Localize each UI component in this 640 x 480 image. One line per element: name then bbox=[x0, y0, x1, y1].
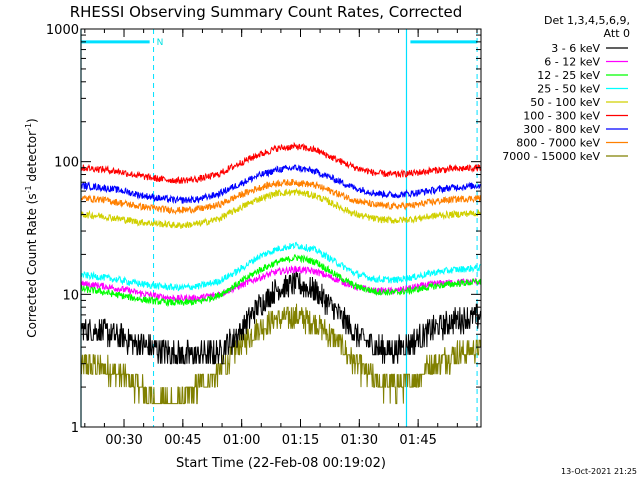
series-line-8 bbox=[80, 303, 481, 405]
series-line-3 bbox=[80, 241, 481, 292]
y-axis-title-exp-1: -1 bbox=[24, 185, 33, 193]
axes-layer: 00:30 00:45 01:00 01:15 01:30 01:45 1 10 100 1000 bbox=[46, 23, 481, 448]
x-tick-label-1: 00:45 bbox=[164, 433, 201, 448]
y-tick-label-2: 100 bbox=[54, 156, 79, 171]
legend-label-4: 50 - 100 keV bbox=[530, 96, 600, 109]
generated-timestamp: 13-Oct-2021 21:25 bbox=[561, 467, 637, 476]
y-tick-label-3: 1000 bbox=[46, 23, 79, 38]
x-tick-label-0: 00:30 bbox=[105, 433, 142, 448]
legend-label-7: 800 - 7000 keV bbox=[516, 137, 600, 150]
legend-label-5: 100 - 300 keV bbox=[523, 110, 600, 123]
y-axis-title-end: ) bbox=[25, 118, 39, 123]
x-tick-label-4: 01:30 bbox=[341, 433, 378, 448]
legend-label-2: 12 - 25 keV bbox=[537, 69, 600, 82]
series-layer bbox=[80, 141, 481, 405]
x-tick-label-3: 01:15 bbox=[282, 433, 319, 448]
observing-markers bbox=[80, 29, 478, 427]
series-line-0 bbox=[80, 270, 481, 365]
chart-title: RHESSI Observing Summary Count Rates, Co… bbox=[70, 3, 463, 21]
legend-label-0: 3 - 6 keV bbox=[551, 42, 600, 55]
x-tick-label-2: 01:00 bbox=[223, 433, 260, 448]
legend-label-1: 6 - 12 keV bbox=[544, 56, 600, 69]
legend-label-3: 25 - 50 keV bbox=[537, 83, 600, 96]
y-tick-label-1: 10 bbox=[62, 288, 79, 303]
y-axis-title-mid: detector bbox=[25, 131, 39, 186]
legend-label-8: 7000 - 15000 keV bbox=[502, 150, 600, 163]
x-tick-label-5: 01:45 bbox=[399, 433, 436, 448]
series-line-5 bbox=[80, 141, 481, 184]
legend-header-attenuator: Att 0 bbox=[604, 27, 630, 40]
y-tick-label-0: 1 bbox=[71, 421, 79, 436]
legend-header-detectors: Det 1,3,4,5,6,9, bbox=[544, 14, 630, 27]
series-line-4 bbox=[81, 187, 481, 229]
y-axis-title: Corrected Count Rate (s-1 detector-1) bbox=[24, 118, 39, 337]
series-line-1 bbox=[80, 265, 481, 303]
legend-label-6: 300 - 800 keV bbox=[523, 123, 600, 136]
y-axis-title-main: Corrected Count Rate (s bbox=[25, 193, 39, 337]
series-line-6 bbox=[80, 164, 481, 205]
series-line-2 bbox=[80, 254, 481, 308]
night-marker-label: N bbox=[157, 38, 164, 48]
series-line-7 bbox=[80, 178, 481, 216]
x-axis-title: Start Time (22-Feb-08 00:19:02) bbox=[176, 456, 386, 471]
plot-frame bbox=[80, 28, 482, 428]
y-axis-title-exp-2: -1 bbox=[24, 123, 33, 131]
